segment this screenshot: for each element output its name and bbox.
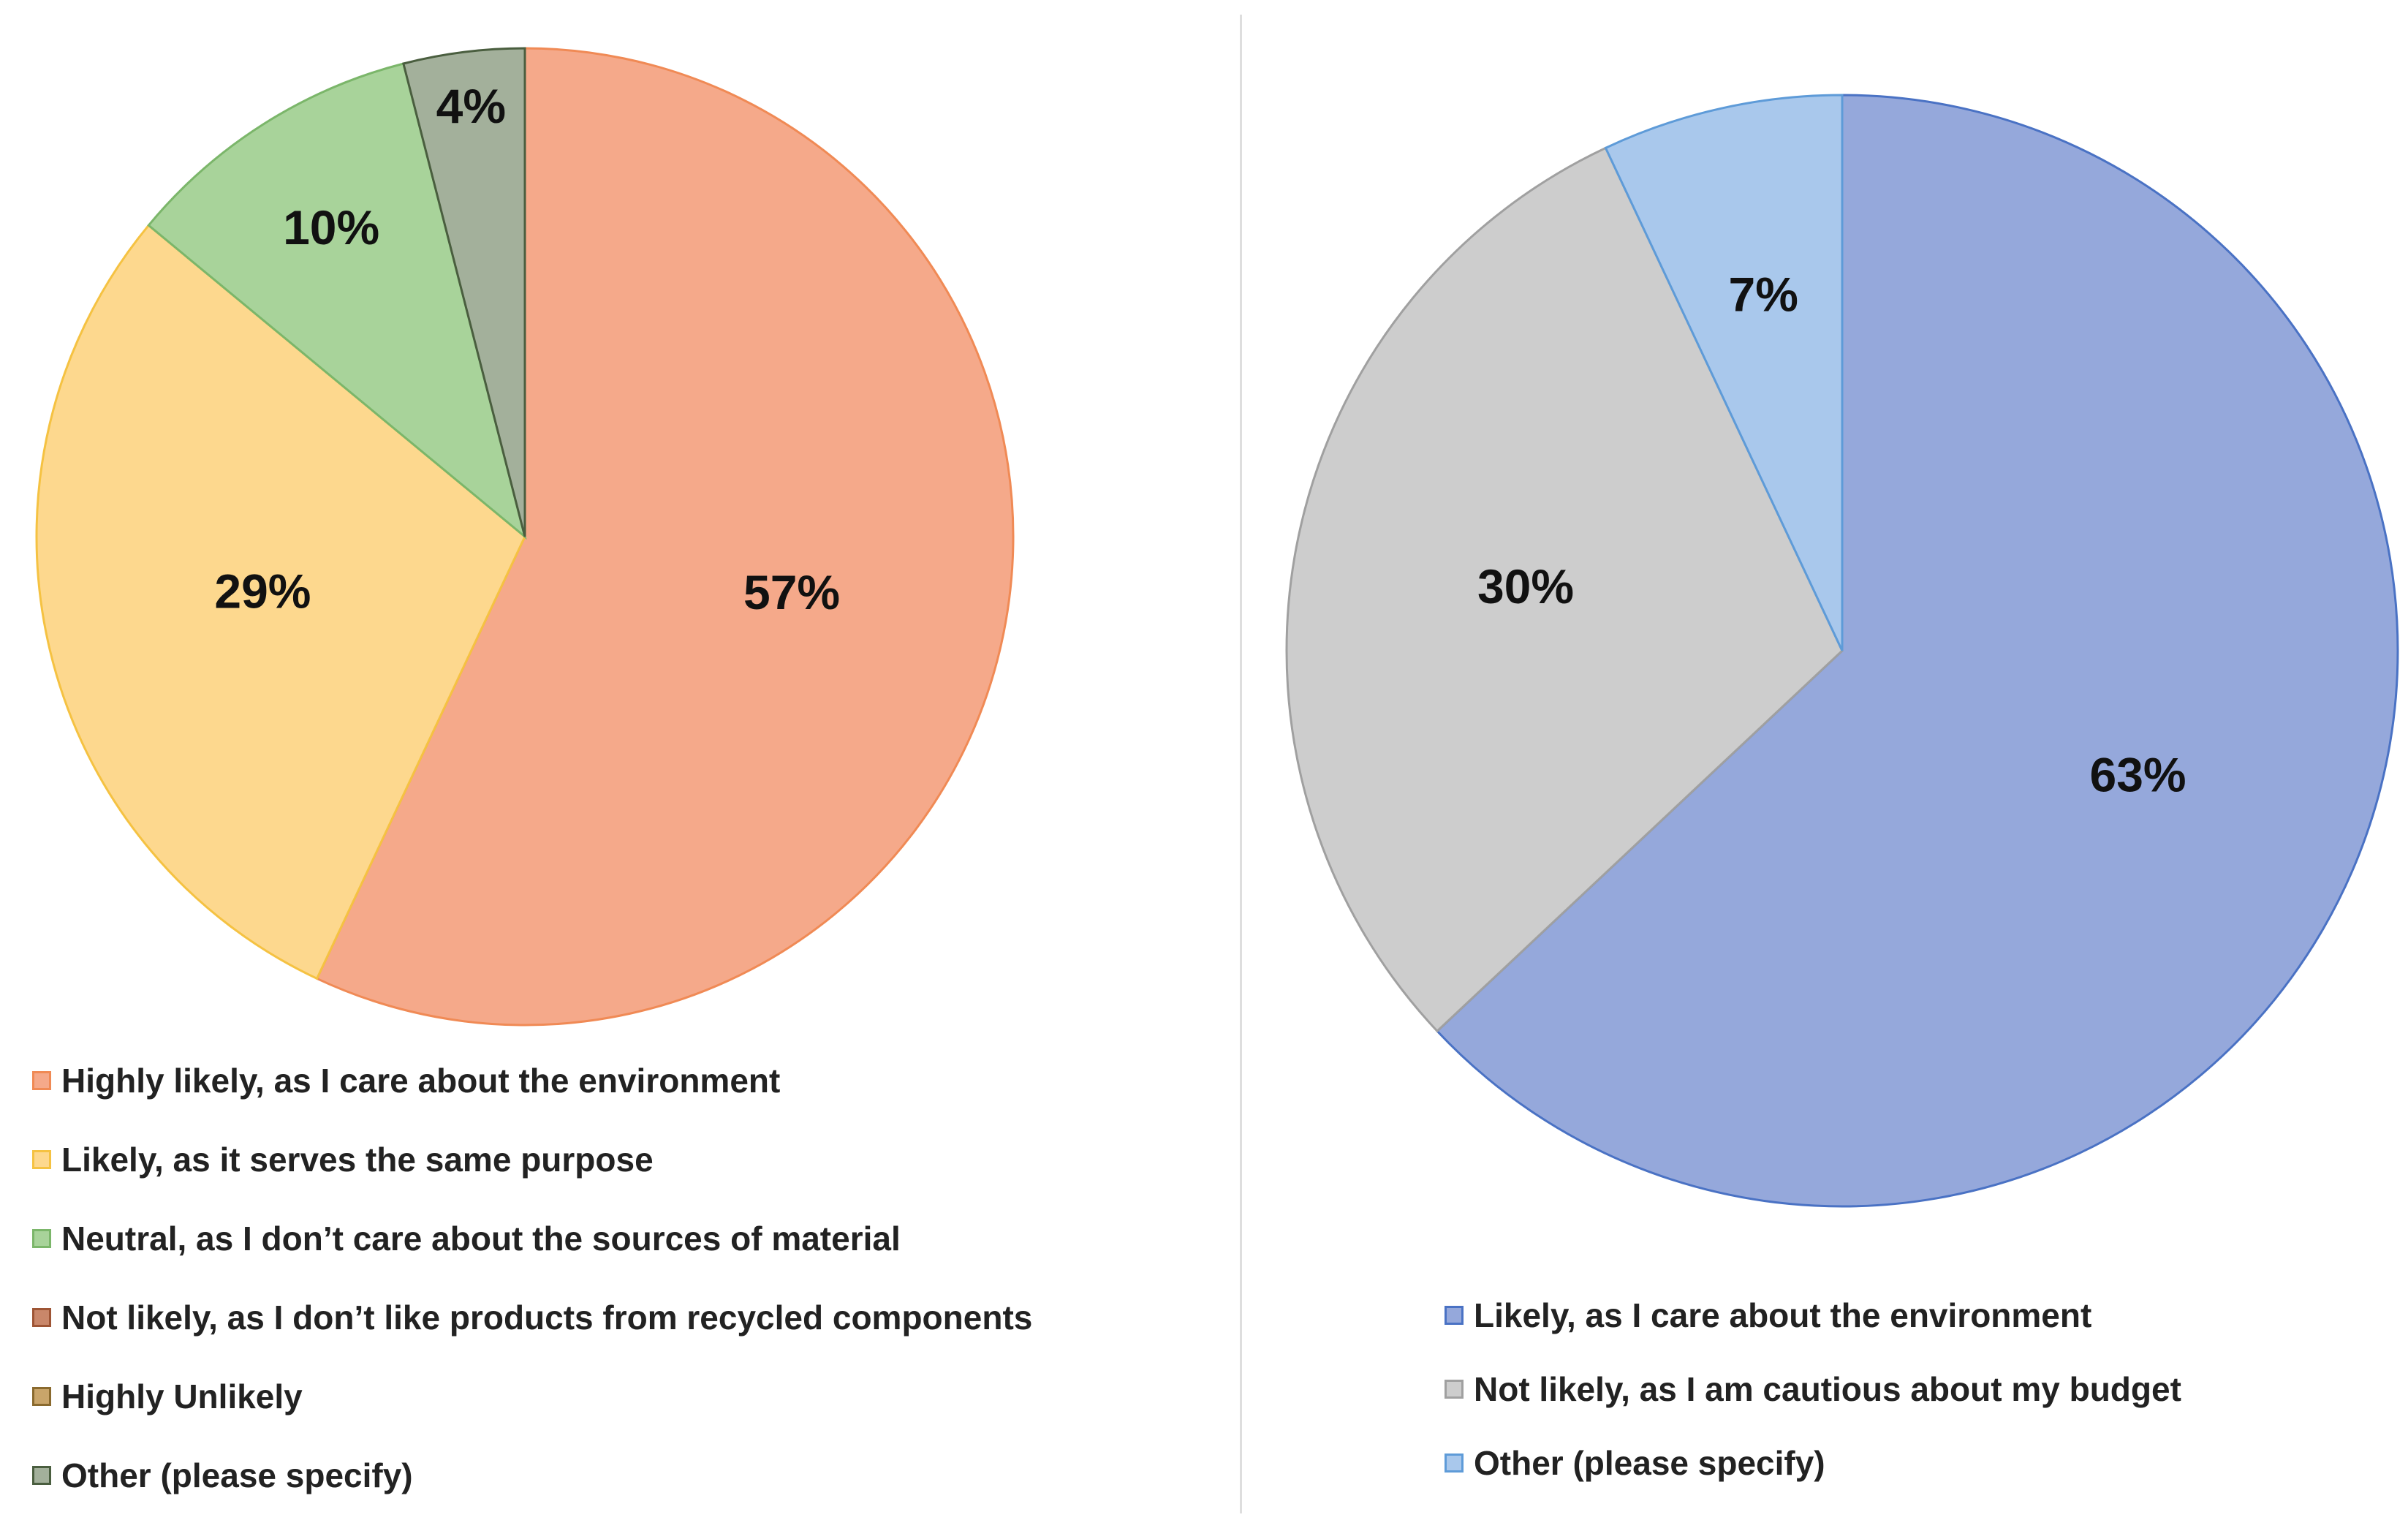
- data-label-other-please-specify: 4%: [436, 79, 506, 133]
- pie-slice-other-please-specify: [402, 47, 526, 537]
- data-label-likely-as-it-serves-the-same-purpose: 29%: [214, 564, 311, 619]
- legend-label: Not likely, as I don’t like products fro…: [61, 1298, 1033, 1337]
- legend-swatch: [32, 1150, 51, 1169]
- chart-divider: [1240, 15, 1242, 1513]
- legend-swatch: [32, 1229, 51, 1248]
- pie-chart-right: 63% 30% 7%: [1285, 94, 2399, 1208]
- data-label-neutral-as-i-don-t-care-about-the-sources-of-material: 10%: [283, 200, 379, 254]
- pie-slice-likely-as-it-serves-the-same-purpose: [35, 224, 526, 980]
- legend-left: Highly likely, as I care about the envir…: [32, 1041, 1032, 1515]
- legend-label: Not likely, as I am cautious about my bu…: [1474, 1369, 2181, 1408]
- legend-item-likely-as-it-serves-the-same-purpose: Likely, as it serves the same purpose: [32, 1120, 1032, 1199]
- data-label-not-likely-as-i-am-cautious-about-my-budget: 30%: [1477, 559, 1574, 613]
- pie-slice-likely-as-i-care-about-the-environment: [1435, 94, 2399, 1208]
- legend-item-highly-unlikely: Highly Unlikely: [32, 1357, 1032, 1436]
- data-label-other-please-specify: 7%: [1729, 267, 1798, 321]
- legend-swatch: [32, 1466, 51, 1485]
- legend-item-not-likely-as-i-don-t-like-products-from-recycled-components: Not likely, as I don’t like products fro…: [32, 1278, 1032, 1357]
- pie-slice-not-likely-as-i-am-cautious-about-my-budget: [1285, 146, 1844, 1033]
- legend-swatch: [32, 1308, 51, 1327]
- legend-swatch: [1445, 1379, 1464, 1399]
- legend-swatch: [32, 1387, 51, 1406]
- data-label-likely-as-i-care-about-the-environment: 63%: [2089, 748, 2186, 802]
- legend-label: Highly Unlikely: [61, 1377, 303, 1415]
- legend-label: Likely, as it serves the same purpose: [61, 1141, 654, 1179]
- legend-item-likely-as-i-care-about-the-environment: Likely, as I care about the environment: [1445, 1278, 2181, 1352]
- pie-slice-highly-likely-as-i-care-about-the-environment: [315, 47, 1015, 1027]
- pie-slice-neutral-as-i-don-t-care-about-the-sources-of-material: [147, 62, 527, 540]
- legend-swatch: [32, 1071, 51, 1090]
- legend-item-neutral-as-i-don-t-care-about-the-sources-of-material: Neutral, as I don’t care about the sourc…: [32, 1199, 1032, 1278]
- legend-item-not-likely-as-i-am-cautious-about-my-budget: Not likely, as I am cautious about my bu…: [1445, 1352, 2181, 1426]
- legend-item-other-please-specify: Other (please specify): [1445, 1426, 2181, 1500]
- data-label-highly-likely-as-i-care-about-the-environment: 57%: [743, 565, 840, 619]
- legend-swatch: [1445, 1305, 1464, 1325]
- legend-swatch: [1445, 1453, 1464, 1473]
- legend-label: Other (please specify): [61, 1456, 413, 1494]
- legend-label: Other (please specify): [1474, 1443, 1825, 1482]
- legend-label: Neutral, as I don’t care about the sourc…: [61, 1220, 901, 1258]
- legend-label: Highly likely, as I care about the envir…: [61, 1062, 781, 1100]
- pie-slice-other-please-specify: [1604, 94, 1844, 651]
- legend-label: Likely, as I care about the environment: [1474, 1296, 2092, 1334]
- legend-item-highly-likely-as-i-care-about-the-environment: Highly likely, as I care about the envir…: [32, 1041, 1032, 1120]
- legend-right: Likely, as I care about the environment N…: [1445, 1278, 2181, 1500]
- pie-chart-left: 57% 29% 10% 4%: [35, 47, 1015, 1027]
- legend-item-other-please-specify: Other (please specify): [32, 1436, 1032, 1515]
